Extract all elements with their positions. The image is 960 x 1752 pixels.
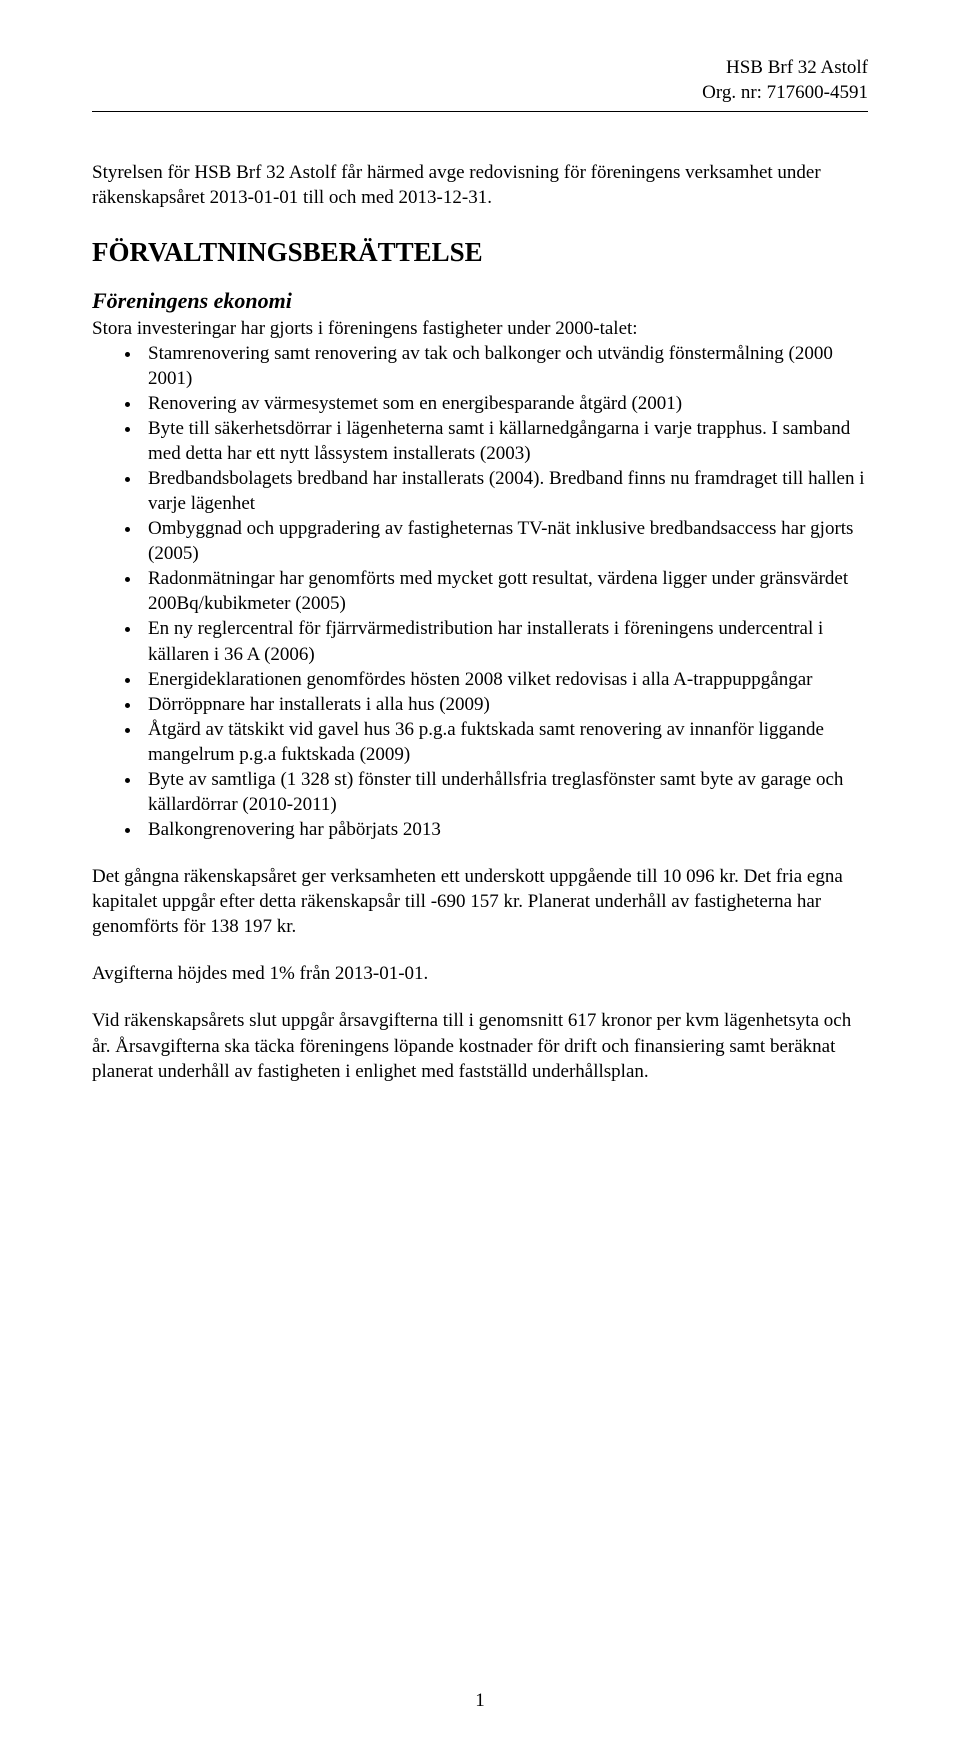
header-block: HSB Brf 32 Astolf Org. nr: 717600-4591 [92, 56, 868, 105]
subsection-heading: Föreningens ekonomi [92, 288, 868, 314]
list-item: Byte till säkerhetsdörrar i lägenheterna… [142, 416, 868, 466]
list-item: Radonmätningar har genomförts med mycket… [142, 566, 868, 616]
intro-paragraph: Styrelsen för HSB Brf 32 Astolf får härm… [92, 160, 868, 210]
list-item: Dörröppnare har installerats i alla hus … [142, 692, 868, 717]
list-item: Stamrenovering samt renovering av tak oc… [142, 341, 868, 391]
document-page: HSB Brf 32 Astolf Org. nr: 717600-4591 S… [0, 0, 960, 1752]
body-paragraph-2: Avgifterna höjdes med 1% från 2013-01-01… [92, 961, 868, 986]
list-item: Balkongrenovering har påbörjats 2013 [142, 817, 868, 842]
header-org-name: HSB Brf 32 Astolf [92, 56, 868, 81]
body-paragraph-3: Vid räkenskapsårets slut uppgår årsavgif… [92, 1008, 868, 1083]
body-paragraph-1: Det gångna räkenskapsåret ger verksamhet… [92, 864, 868, 939]
list-item: Renovering av värmesystemet som en energ… [142, 391, 868, 416]
list-item: En ny reglercentral för fjärrvärmedistri… [142, 616, 868, 666]
bullet-list: Stamrenovering samt renovering av tak oc… [92, 341, 868, 843]
list-item: Bredbandsbolagets bredband har installer… [142, 466, 868, 516]
list-item: Ombyggnad och uppgradering av fastighete… [142, 516, 868, 566]
list-item: Åtgärd av tätskikt vid gavel hus 36 p.g.… [142, 717, 868, 767]
list-item: Energideklarationen genomfördes hösten 2… [142, 667, 868, 692]
header-divider [92, 111, 868, 112]
page-number: 1 [0, 1690, 960, 1712]
subsection-intro: Stora investeringar har gjorts i förenin… [92, 316, 868, 341]
header-org-number: Org. nr: 717600-4591 [92, 81, 868, 106]
section-heading: FÖRVALTNINGSBERÄTTELSE [92, 237, 868, 268]
list-item: Byte av samtliga (1 328 st) fönster till… [142, 767, 868, 817]
